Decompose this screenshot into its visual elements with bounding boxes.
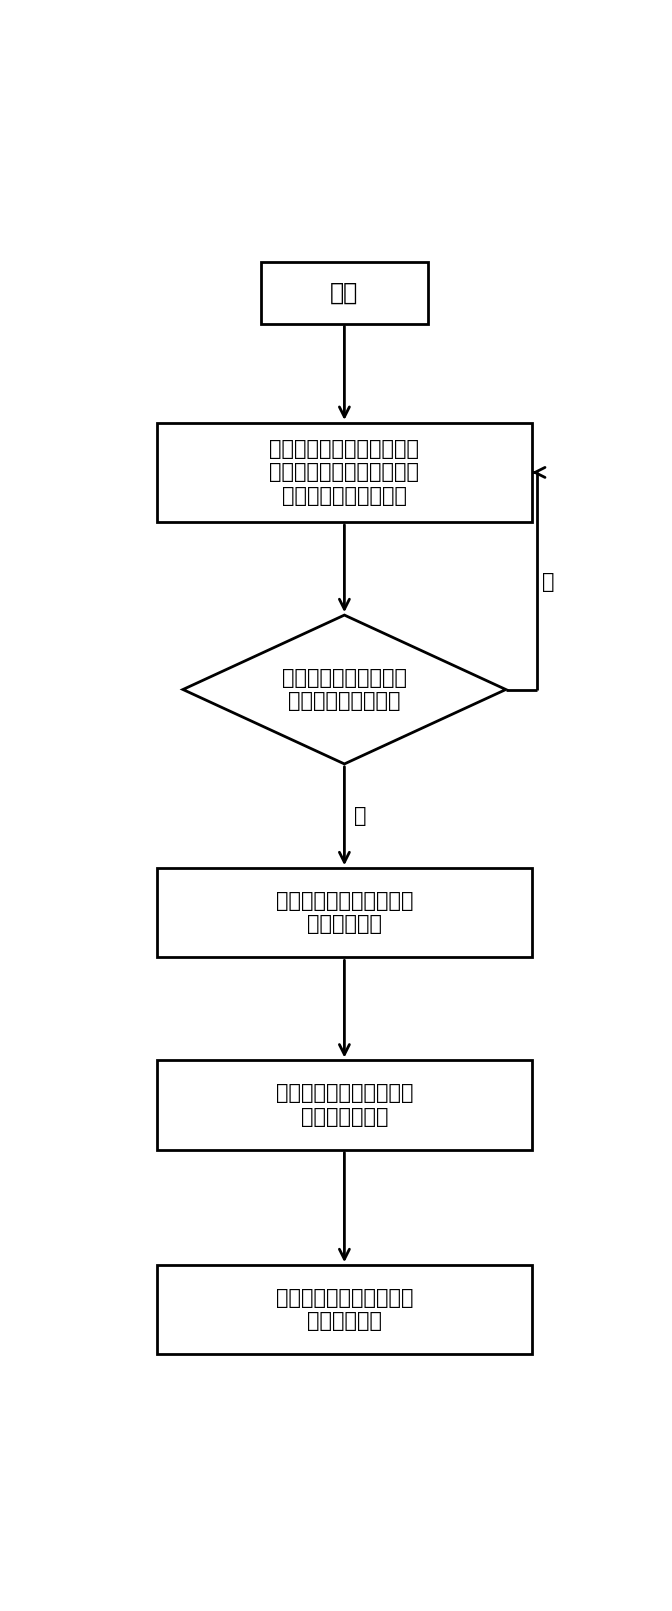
Text: 是: 是: [353, 806, 366, 826]
Bar: [157, 1265, 532, 1355]
Bar: [157, 422, 532, 522]
Bar: [261, 261, 427, 324]
Bar: [157, 868, 532, 957]
Text: 开始: 开始: [330, 280, 359, 304]
Text: 否: 否: [542, 572, 555, 591]
Bar: [157, 1060, 532, 1150]
Text: 利用便携式激光光谱分析仪
发出的脉冲激光连续射打被
测锅炉受热面管道表面: 利用便携式激光光谱分析仪 发出的脉冲激光连续射打被 测锅炉受热面管道表面: [269, 440, 419, 506]
Text: 抗拉强度与等离子体光谱
指标的关联式: 抗拉强度与等离子体光谱 指标的关联式: [276, 891, 413, 934]
Text: 抗拉强度与珠光体球化级
别关联经验公式: 抗拉强度与珠光体球化级 别关联经验公式: [276, 1084, 413, 1126]
Text: 被测锅炉受热面管道的珠
光体球化等级: 被测锅炉受热面管道的珠 光体球化等级: [276, 1289, 413, 1331]
Text: 获得表征管道金属材料
基体信息的光谱数据: 获得表征管道金属材料 基体信息的光谱数据: [282, 669, 407, 710]
Polygon shape: [183, 615, 506, 764]
